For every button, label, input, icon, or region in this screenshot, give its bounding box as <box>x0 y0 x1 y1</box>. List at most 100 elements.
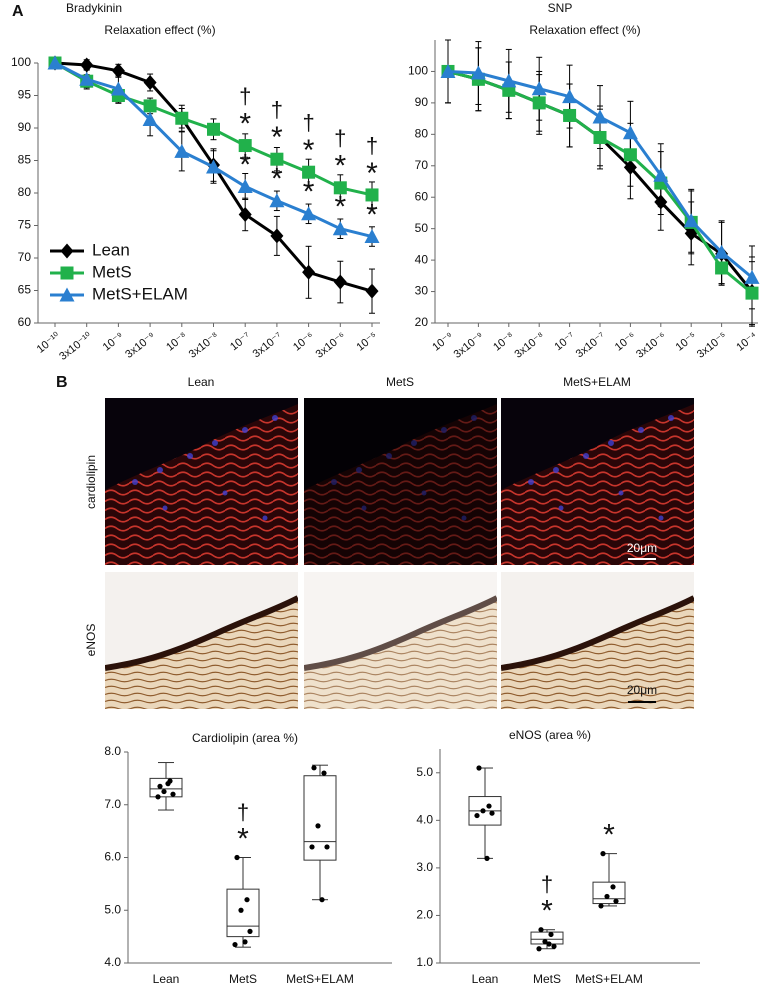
x-tick-label: 3x10⁻⁹ <box>123 330 157 361</box>
y-tick-label: 95 <box>18 88 32 102</box>
y-tick-label: 5.0 <box>104 902 121 916</box>
box <box>303 775 337 861</box>
marker <box>302 165 316 179</box>
y-tick-label: 40 <box>415 252 429 266</box>
data-point <box>315 823 321 829</box>
significance-mark: * <box>603 819 615 852</box>
micrograph-shade <box>304 398 497 565</box>
marker <box>175 111 189 125</box>
data-point <box>600 851 606 857</box>
marker <box>333 181 347 195</box>
data-point <box>604 893 610 900</box>
y-tick-label: 4.0 <box>104 955 121 969</box>
data-point <box>232 941 238 948</box>
data-point <box>309 844 315 850</box>
marker <box>301 206 317 221</box>
y-tick-label: 4.0 <box>416 813 433 827</box>
data-point <box>548 931 554 938</box>
x-tick-label: 3x10⁻⁷ <box>574 330 608 360</box>
marker <box>206 159 221 174</box>
marker <box>59 287 75 302</box>
y-tick-label: 5.0 <box>416 765 433 779</box>
marker <box>365 188 379 202</box>
y-tick-label: 2.0 <box>416 908 433 922</box>
micrograph <box>105 398 298 565</box>
significance-mark: † <box>541 872 553 897</box>
significance-mark: * <box>334 150 346 183</box>
y-tick-label: 100 <box>408 64 428 78</box>
x-tick-label: MetS+ELAM <box>286 972 354 986</box>
marker <box>237 179 253 193</box>
marker <box>531 81 547 96</box>
y-tick-label: 70 <box>18 250 32 264</box>
marker <box>143 75 157 90</box>
marker <box>440 63 456 78</box>
x-tick-label: 3x10⁻⁷ <box>251 330 285 360</box>
marker <box>683 213 699 228</box>
box <box>226 888 260 938</box>
micrographs: Lean MetS MetS+ELAM cardiolipin eNOS 20μ… <box>84 375 694 709</box>
data-point <box>610 884 616 890</box>
x-tick-label: MetS <box>229 972 257 986</box>
significance-mark: * <box>303 134 315 167</box>
marker <box>302 264 316 280</box>
data-point <box>234 854 240 861</box>
marker <box>269 193 285 208</box>
data-point <box>486 803 492 809</box>
x-tick-label: 3x10⁻⁸ <box>512 330 546 361</box>
chart-title: Bradykinin <box>66 1 122 15</box>
marker <box>714 244 730 259</box>
y-tick-label: 6.0 <box>104 850 121 864</box>
significance-mark: * <box>334 191 346 224</box>
marker <box>174 143 190 158</box>
y-tick-label: 1.0 <box>416 955 433 969</box>
data-point <box>489 810 495 816</box>
marker <box>110 81 126 96</box>
marker <box>744 269 760 284</box>
marker <box>654 194 668 210</box>
x-tick-label: MetS+ELAM <box>575 972 643 986</box>
panel-label: B <box>56 374 68 391</box>
data-point <box>170 791 176 797</box>
marker <box>653 167 669 182</box>
y-tick-label: 80 <box>415 127 429 141</box>
data-point <box>551 943 557 949</box>
x-tick-label: 10⁻⁶ <box>291 330 316 353</box>
marker <box>501 73 517 88</box>
y-tick-label: 7.0 <box>104 797 121 811</box>
y-tick-label: 50 <box>415 221 429 235</box>
x-tick-label: 3x10⁻⁹ <box>452 330 486 361</box>
column-label: MetS+ELAM <box>563 375 631 389</box>
x-tick-label: 10⁻⁸ <box>164 330 189 353</box>
column-label: MetS <box>386 375 414 389</box>
chart-title: eNOS (area %) <box>509 728 591 742</box>
significance-mark: * <box>366 198 378 231</box>
y-tick-label: 80 <box>18 185 32 199</box>
significance-mark: * <box>239 148 251 181</box>
significance-mark: † <box>302 110 314 135</box>
significance-mark: † <box>239 83 251 108</box>
y-tick-label: 3.0 <box>416 860 433 874</box>
chart-title: Cardiolipin (area %) <box>192 731 298 745</box>
box <box>592 881 626 905</box>
y-tick-label: 85 <box>18 153 32 167</box>
row-label: cardiolipin <box>84 455 98 509</box>
marker <box>364 229 380 244</box>
y-tick-label: 60 <box>415 189 429 203</box>
data-point <box>474 812 480 819</box>
marker <box>238 139 252 153</box>
x-tick-label: 3x10⁻⁶ <box>634 330 668 361</box>
box <box>149 777 183 798</box>
x-tick-label: 3x10⁻⁶ <box>314 330 348 361</box>
marker <box>142 112 158 127</box>
x-tick-label: MetS <box>533 972 561 986</box>
marker <box>143 99 157 113</box>
marker <box>623 148 637 162</box>
marker <box>562 89 578 104</box>
x-tick-label: 3x10⁻⁸ <box>187 330 221 361</box>
legend-label: MetS+ELAM <box>92 284 188 303</box>
marker <box>623 159 637 175</box>
significance-mark: † <box>366 133 378 158</box>
marker <box>270 152 284 166</box>
significance-mark: † <box>271 97 283 122</box>
